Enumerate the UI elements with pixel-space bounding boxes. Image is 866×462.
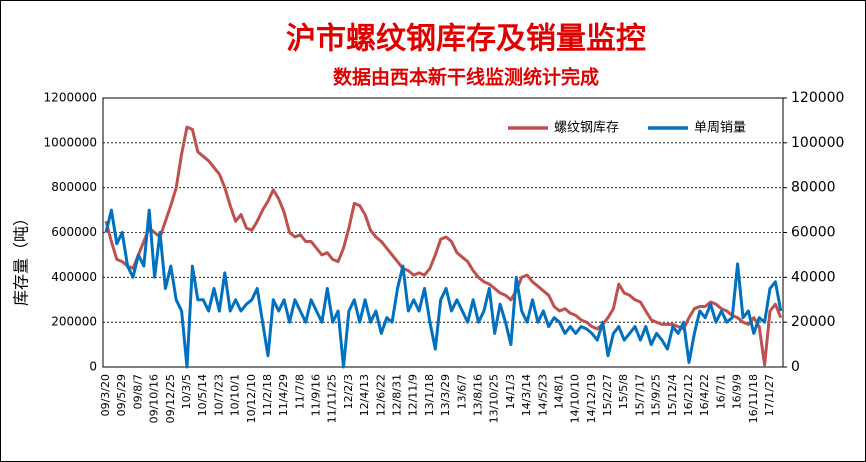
x-tick-label: 11/4/29 [277, 374, 290, 416]
x-tick-label: 14/10/10 [569, 374, 582, 423]
x-tick-label: 09/5/29 [115, 374, 128, 416]
y-tick-label: 0 [89, 360, 97, 374]
x-tick-label: 10/10/1 [229, 374, 242, 416]
y-tick-label: 600000 [51, 225, 97, 239]
x-tick-label: 16/9/9 [731, 374, 744, 409]
x-tick-label: 11/2/18 [261, 374, 274, 416]
x-tick-label: 11/7/8 [293, 374, 306, 409]
y-axis-label: 库存量（吨） [12, 210, 31, 306]
y2-tick-label: 40000 [791, 269, 836, 285]
x-tick-label: 14/8/1 [552, 374, 565, 409]
x-tick-label: 13/10/25 [488, 374, 501, 423]
y2-tick-label: 20000 [791, 314, 836, 330]
x-tick-label: 10/3/5 [180, 374, 193, 409]
series-line [104, 125, 783, 367]
x-tick-label: 15/7/17 [633, 374, 646, 416]
x-tick-label: 13/3/29 [439, 374, 452, 416]
x-tick-label: 12/6/22 [374, 374, 387, 416]
x-tick-label: 15/2/27 [601, 374, 614, 416]
y2-tick-label: 100000 [791, 135, 844, 151]
x-tick-label: 10/12/10 [245, 374, 258, 423]
y2-tick-label: 120000 [791, 90, 844, 106]
x-tick-label: 09/10/16 [148, 374, 161, 423]
x-tick-label: 14/1/3 [504, 374, 517, 409]
x-tick-label: 12/2/3 [342, 374, 355, 409]
x-tick-label: 09/3/20 [99, 374, 112, 416]
x-tick-label: 14/3/14 [520, 374, 533, 416]
x-tick-label: 11/11/25 [326, 374, 339, 423]
chart-title: 沪市螺纹钢库存及销量监控 [286, 22, 646, 57]
x-tick-label: 13/1/18 [423, 374, 436, 416]
x-tick-label: 12/11/9 [407, 374, 420, 416]
chart-subtitle: 数据由西本新干线监测统计完成 [333, 66, 599, 89]
x-tick-label: 15/9/25 [650, 374, 663, 416]
y2-tick-label: 60000 [791, 225, 836, 241]
x-tick-label: 16/4/22 [698, 374, 711, 416]
x-tick-label: 15/5/8 [617, 374, 630, 409]
x-tick-label: 13/8/16 [471, 374, 484, 416]
x-tick-label: 15/12/4 [666, 374, 679, 416]
x-tick-label: 16/2/12 [682, 374, 695, 416]
y-tick-label: 1000000 [44, 135, 97, 149]
x-tick-label: 12/4/13 [358, 374, 371, 416]
x-tick-label: 16/11/18 [747, 374, 760, 423]
x-tick-label: 11/9/16 [310, 374, 323, 416]
y-tick-label: 200000 [51, 315, 97, 329]
x-tick-label: 09/12/25 [164, 374, 177, 423]
x-tick-label: 14/5/23 [536, 374, 549, 416]
y-tick-label: 800000 [51, 180, 97, 194]
y2-tick-label: 80000 [791, 180, 836, 196]
series-line [104, 208, 783, 369]
x-tick-label: 16/7/1 [714, 374, 727, 409]
x-tick-label: 09/8/7 [131, 374, 144, 409]
x-tick-label: 14/12/19 [585, 374, 598, 423]
x-tick-label: 13/6/7 [455, 374, 468, 409]
legend-label: 单周销量 [694, 121, 746, 136]
y-tick-label: 400000 [51, 270, 97, 284]
x-tick-label: 17/1/27 [763, 374, 776, 416]
x-tick-label: 10/5/14 [196, 374, 209, 416]
x-tick-label: 10/7/23 [212, 374, 225, 416]
legend-label: 螺纹钢库存 [554, 120, 619, 136]
y-tick-label: 1200000 [44, 91, 97, 105]
x-tick-label: 12/8/31 [391, 374, 404, 416]
y2-tick-label: 0 [791, 359, 800, 375]
